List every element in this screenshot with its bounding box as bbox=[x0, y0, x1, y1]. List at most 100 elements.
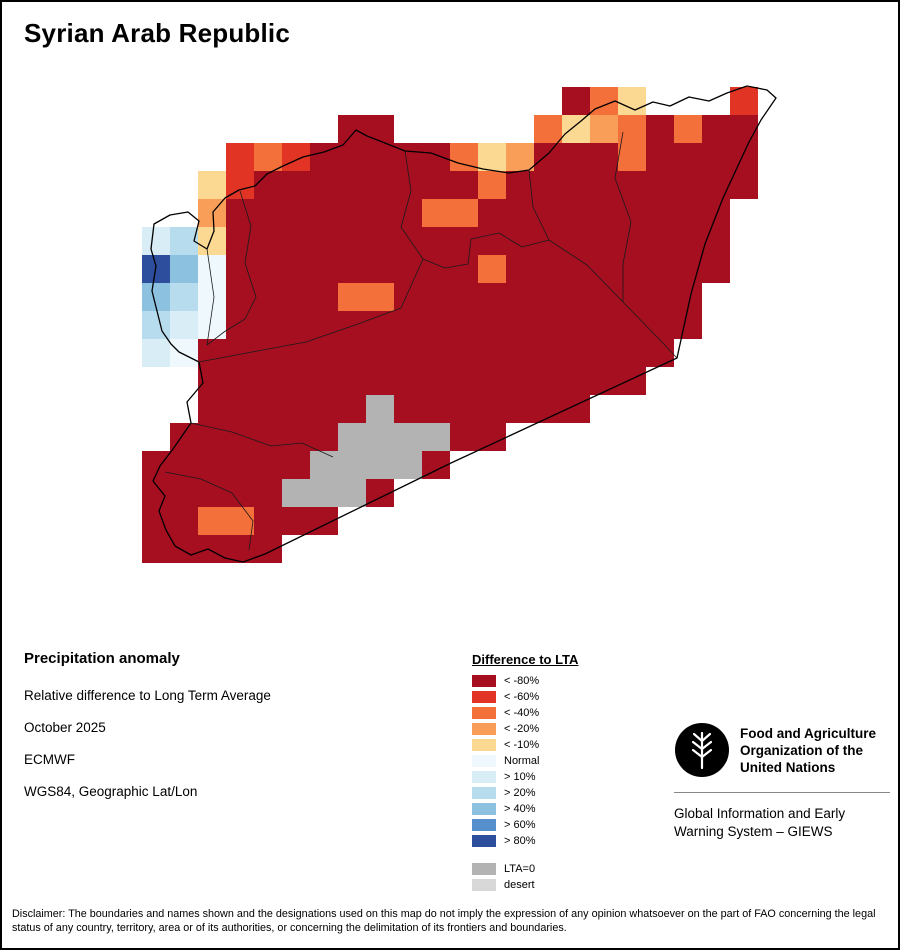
map-cell bbox=[366, 283, 394, 311]
map-cell bbox=[730, 115, 758, 143]
map-cell bbox=[506, 311, 534, 339]
map-cell bbox=[674, 143, 702, 171]
legend-row: > 20% bbox=[472, 785, 578, 801]
map-cell bbox=[170, 227, 198, 255]
map-cell bbox=[254, 339, 282, 367]
map-cell bbox=[450, 199, 478, 227]
map-info-block: Precipitation anomaly Relative differenc… bbox=[24, 650, 271, 816]
map-cell bbox=[254, 423, 282, 451]
map-cell bbox=[478, 227, 506, 255]
legend-row: LTA=0 bbox=[472, 861, 578, 877]
map-cell bbox=[226, 479, 254, 507]
map-cell bbox=[478, 311, 506, 339]
map-cell bbox=[618, 311, 646, 339]
map-cell bbox=[282, 199, 310, 227]
page-title: Syrian Arab Republic bbox=[24, 18, 290, 48]
fao-org-line-3: United Nations bbox=[740, 759, 836, 775]
map-cell bbox=[674, 199, 702, 227]
map-cell bbox=[562, 115, 590, 143]
map-cell bbox=[226, 143, 254, 171]
map-cell bbox=[450, 283, 478, 311]
admin-boundary bbox=[400, 150, 550, 269]
legend-swatch bbox=[472, 707, 496, 719]
map-cell bbox=[366, 171, 394, 199]
admin-boundary bbox=[206, 190, 257, 346]
map-cell bbox=[366, 199, 394, 227]
map-cell bbox=[534, 115, 562, 143]
map-cell bbox=[366, 423, 394, 451]
map-cell bbox=[618, 283, 646, 311]
map-cell bbox=[338, 227, 366, 255]
map-cell bbox=[310, 423, 338, 451]
map-cell bbox=[590, 255, 618, 283]
map-cell bbox=[142, 311, 170, 339]
map-cell bbox=[254, 535, 282, 563]
map-cell bbox=[142, 339, 170, 367]
map-cell bbox=[730, 171, 758, 199]
giews-label: Global Information and Early Warning Sys… bbox=[674, 805, 890, 841]
legend-label: > 80% bbox=[504, 835, 536, 847]
map-cell bbox=[198, 227, 226, 255]
map-cell bbox=[254, 451, 282, 479]
map-cell bbox=[646, 171, 674, 199]
map-cell bbox=[618, 171, 646, 199]
map-cell bbox=[310, 311, 338, 339]
map-cell bbox=[310, 367, 338, 395]
map-cell bbox=[366, 143, 394, 171]
map-cell bbox=[198, 255, 226, 283]
map-cell bbox=[170, 535, 198, 563]
map-cell bbox=[478, 255, 506, 283]
map-cell bbox=[646, 199, 674, 227]
map-info-subtitle: Relative difference to Long Term Average bbox=[24, 688, 271, 703]
map-cell bbox=[394, 143, 422, 171]
legend-label: < -10% bbox=[504, 739, 540, 751]
country-outline bbox=[150, 85, 777, 563]
map-cell bbox=[478, 143, 506, 171]
giews-line-1: Global Information and Early bbox=[674, 806, 846, 821]
map-cell bbox=[310, 451, 338, 479]
map-cell bbox=[646, 255, 674, 283]
legend-label: Normal bbox=[504, 755, 540, 767]
map-cell bbox=[170, 255, 198, 283]
map-cell bbox=[338, 451, 366, 479]
fao-org-line-2: Organization of the bbox=[740, 742, 863, 758]
map-cell bbox=[394, 451, 422, 479]
syria-precipitation-map bbox=[142, 85, 777, 563]
map-cell bbox=[422, 255, 450, 283]
map-cell bbox=[338, 395, 366, 423]
map-cell bbox=[562, 227, 590, 255]
map-cell bbox=[226, 339, 254, 367]
map-cell bbox=[198, 171, 226, 199]
legend-label: < -60% bbox=[504, 691, 540, 703]
map-cell bbox=[366, 115, 394, 143]
map-cell bbox=[730, 87, 758, 115]
map-cell bbox=[198, 507, 226, 535]
map-cell bbox=[394, 367, 422, 395]
map-cell bbox=[394, 283, 422, 311]
map-cell bbox=[366, 451, 394, 479]
legend-swatch bbox=[472, 787, 496, 799]
map-cell bbox=[310, 339, 338, 367]
map-cell bbox=[310, 227, 338, 255]
legend-row: < -20% bbox=[472, 721, 578, 737]
map-cell bbox=[478, 367, 506, 395]
legend-swatch bbox=[472, 819, 496, 831]
map-cell bbox=[618, 227, 646, 255]
map-cell bbox=[282, 339, 310, 367]
legend-row: < -60% bbox=[472, 689, 578, 705]
admin-boundary bbox=[164, 471, 254, 551]
legend-label: < -40% bbox=[504, 707, 540, 719]
map-cell bbox=[618, 143, 646, 171]
map-cell bbox=[394, 255, 422, 283]
map-cell bbox=[422, 199, 450, 227]
map-cell bbox=[422, 283, 450, 311]
legend-entries: < -80% < -60% < -40% < -20% < -10% Normal > 10… bbox=[472, 673, 578, 849]
map-cell bbox=[674, 115, 702, 143]
map-cell bbox=[310, 255, 338, 283]
map-cell bbox=[310, 199, 338, 227]
map-cell bbox=[226, 423, 254, 451]
map-cell bbox=[198, 423, 226, 451]
legend-swatch bbox=[472, 863, 496, 875]
map-cell bbox=[478, 199, 506, 227]
